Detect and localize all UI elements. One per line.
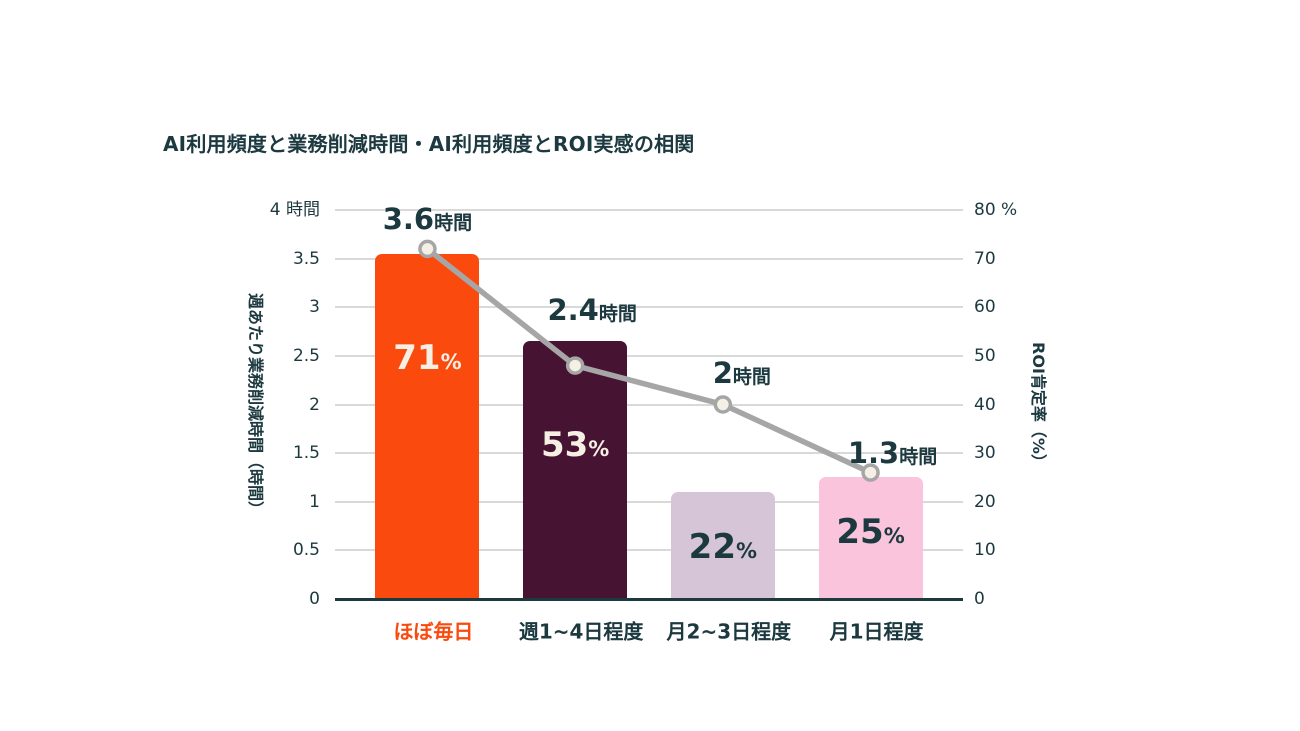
line-value-label: 3.6時間 bbox=[383, 202, 472, 236]
bar-value-unit: % bbox=[588, 437, 610, 462]
left-axis-tick-label: 3.5 bbox=[292, 248, 320, 269]
right-axis-tick-label: 20 bbox=[974, 491, 996, 512]
bar-value-unit: % bbox=[883, 524, 905, 549]
line-value-label: 1.3時間 bbox=[848, 436, 937, 470]
bar-value-unit: % bbox=[735, 539, 758, 564]
line-value-number: 2.4 bbox=[547, 292, 599, 327]
gridline bbox=[335, 500, 963, 503]
line-value-number: 2 bbox=[712, 355, 733, 390]
bar-value-label: 25% bbox=[836, 512, 904, 552]
line-value-unit: 時間 bbox=[899, 445, 938, 468]
bar-roi-rate bbox=[375, 253, 480, 599]
category-label: 月1日程度 bbox=[829, 619, 924, 644]
bar-roi-rate bbox=[818, 477, 923, 599]
right-axis-tick-label: 10 bbox=[974, 540, 996, 561]
bar-value-number: 25 bbox=[836, 512, 884, 553]
bar-roi-rate bbox=[670, 492, 775, 599]
bar-value-label: 53% bbox=[541, 425, 609, 465]
left-axis-tick-label: 0 bbox=[309, 589, 320, 609]
left-axis-tick-label: 0.5 bbox=[292, 540, 320, 561]
line-value-number: 1.3 bbox=[847, 435, 900, 470]
right-axis-tick-label: 80 % bbox=[974, 200, 1018, 220]
left-axis-tick-label: 4 時間 bbox=[269, 200, 320, 220]
right-axis-tick-label: 30 bbox=[974, 443, 996, 464]
gridline bbox=[335, 549, 963, 552]
line-value-label: 2時間 bbox=[713, 356, 771, 390]
line-value-unit: 時間 bbox=[434, 211, 473, 234]
line-value-number: 3.6 bbox=[382, 201, 435, 236]
right-axis-title: ROI肯定率（%） bbox=[1029, 342, 1048, 470]
right-axis-tick-label: 50 bbox=[974, 345, 996, 366]
left-axis-tick-label: 2 bbox=[309, 394, 320, 415]
bar-value-label: 22% bbox=[689, 527, 757, 567]
bar-value-unit: % bbox=[440, 349, 462, 374]
left-axis-tick-label: 3 bbox=[309, 297, 320, 318]
bar-value-number: 53 bbox=[540, 425, 589, 466]
bar-value-number: 71 bbox=[393, 337, 441, 378]
line-value-unit: 時間 bbox=[598, 302, 637, 325]
category-label: ほぼ毎日 bbox=[393, 619, 474, 644]
bar-value-number: 22 bbox=[688, 527, 736, 568]
bar-value-label: 71% bbox=[393, 338, 461, 378]
right-axis-tick-label: 40 bbox=[974, 394, 996, 415]
right-axis-tick-label: 60 bbox=[974, 297, 996, 318]
line-value-label: 2.4時間 bbox=[547, 293, 636, 327]
left-axis-tick-label: 1 bbox=[309, 491, 320, 512]
left-axis-tick-label: 1.5 bbox=[292, 443, 320, 464]
left-axis-tick-label: 2.5 bbox=[292, 345, 320, 366]
chart-title: AI利用頻度と業務削減時間・AI利用頻度とROI実感の相関 bbox=[163, 132, 695, 156]
category-label: 月2~3日程度 bbox=[666, 619, 792, 644]
right-axis-tick-label: 70 bbox=[974, 248, 996, 269]
line-value-unit: 時間 bbox=[732, 365, 771, 388]
bar-roi-rate bbox=[523, 341, 628, 599]
right-axis-tick-label: 0 bbox=[974, 589, 985, 609]
left-axis-title: 週あたり業務削減時間（時間） bbox=[246, 292, 265, 517]
gridline bbox=[335, 209, 963, 211]
x-axis-line bbox=[335, 597, 963, 601]
trend-line bbox=[425, 246, 872, 476]
category-label: 週1~4日程度 bbox=[518, 619, 644, 644]
